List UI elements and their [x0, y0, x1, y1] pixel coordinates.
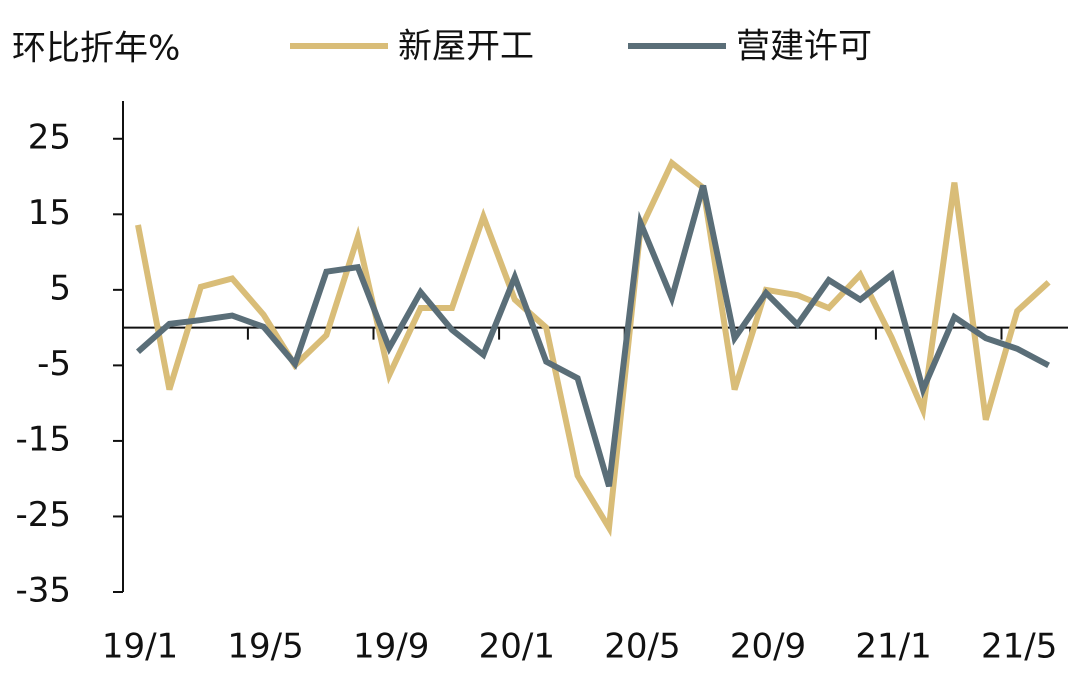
- y-tick-label: 25: [28, 117, 71, 157]
- legend-label: 新屋开工: [398, 27, 534, 67]
- x-tick-label: 19/9: [353, 627, 429, 667]
- x-tick-label: 20/5: [604, 627, 680, 667]
- y-tick-label: -15: [15, 419, 71, 459]
- x-tick-label: 20/9: [730, 627, 806, 667]
- y-tick-label: -25: [15, 495, 71, 535]
- series-line: [136, 184, 1051, 488]
- y-tick-label: -5: [37, 344, 71, 384]
- x-tick-label: 21/1: [855, 627, 931, 667]
- x-tick-label: 19/5: [227, 627, 303, 667]
- x-tick-label: 19/1: [102, 627, 178, 667]
- y-tick-label: 5: [49, 268, 71, 308]
- y-tick-label: -35: [15, 571, 71, 611]
- y-axis-label: 环比折年%: [12, 29, 180, 69]
- y-tick-label: 15: [28, 193, 71, 233]
- x-tick-label: 21/5: [981, 627, 1057, 667]
- legend-label: 营建许可: [736, 27, 872, 67]
- x-tick-label: 20/1: [479, 627, 555, 667]
